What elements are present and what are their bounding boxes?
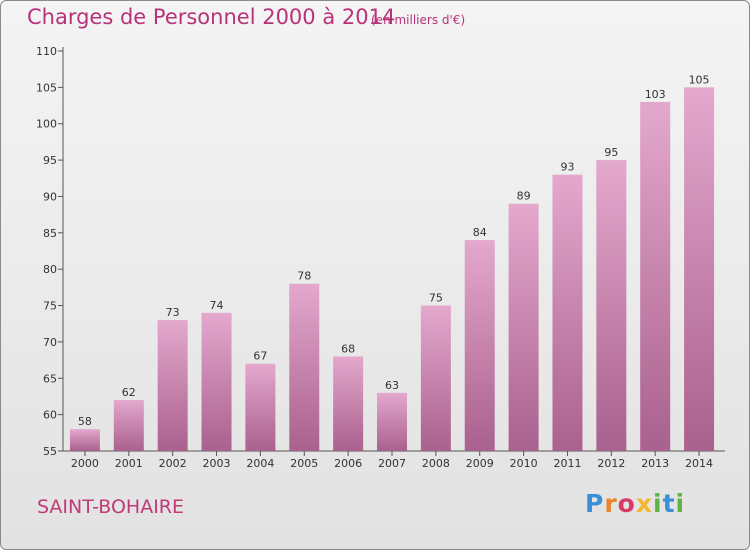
y-tick-label: 105 — [36, 81, 57, 94]
y-tick-label: 55 — [43, 445, 57, 458]
x-tick-label: 2014 — [685, 457, 713, 470]
x-tick-label: 2001 — [115, 457, 143, 470]
x-tick-label: 2005 — [290, 457, 318, 470]
bar — [113, 400, 144, 451]
chart-title: Charges de Personnel 2000 à 2014 — [27, 5, 396, 29]
bar-value-label: 63 — [385, 379, 399, 392]
x-tick-label: 2007 — [378, 457, 406, 470]
bar-value-label: 105 — [689, 73, 710, 86]
x-tick-label: 2012 — [597, 457, 625, 470]
chart-subtitle: (en milliers d'€) — [371, 13, 466, 27]
y-tick-label: 95 — [43, 154, 57, 167]
proxiti-logo[interactable]: Proxiti — [585, 489, 686, 518]
x-tick-label: 2000 — [71, 457, 99, 470]
bar-value-label: 73 — [166, 306, 180, 319]
bar — [552, 174, 583, 452]
bar-value-label: 89 — [517, 190, 531, 203]
bar-value-label: 78 — [297, 270, 311, 283]
bar — [245, 363, 276, 451]
y-tick-label: 110 — [36, 45, 57, 58]
place-name: SAINT-BOHAIRE — [37, 496, 185, 518]
bar — [69, 429, 100, 451]
bar — [464, 240, 495, 451]
y-tick-label: 75 — [43, 300, 57, 313]
bar — [508, 203, 539, 451]
y-tick-label: 90 — [43, 190, 57, 203]
y-tick-label: 85 — [43, 227, 57, 240]
bar-value-label: 75 — [429, 292, 443, 305]
bar-value-label: 58 — [78, 415, 92, 428]
bar — [157, 320, 188, 451]
bar — [289, 283, 320, 451]
bar-value-label: 74 — [210, 299, 224, 312]
x-tick-label: 2011 — [553, 457, 581, 470]
bar — [640, 101, 671, 451]
x-tick-label: 2013 — [641, 457, 669, 470]
bar — [684, 87, 715, 451]
x-tick-label: 2004 — [246, 457, 274, 470]
bar — [596, 160, 627, 451]
bar — [377, 392, 407, 451]
bar-value-label: 93 — [560, 161, 574, 174]
bar — [420, 305, 451, 451]
bar-value-label: 67 — [253, 350, 267, 363]
x-tick-label: 2008 — [422, 457, 450, 470]
y-tick-label: 65 — [43, 372, 57, 385]
y-tick-label: 100 — [36, 118, 57, 131]
x-tick-label: 2002 — [159, 457, 187, 470]
x-tick-label: 2003 — [203, 457, 231, 470]
y-tick-label: 70 — [43, 336, 57, 349]
bar-value-label: 95 — [604, 146, 618, 159]
bar-value-label: 103 — [645, 88, 666, 101]
x-tick-label: 2009 — [466, 457, 494, 470]
bar-value-label: 84 — [473, 226, 487, 239]
x-tick-label: 2010 — [510, 457, 538, 470]
bar-value-label: 62 — [122, 386, 136, 399]
y-tick-label: 60 — [43, 409, 57, 422]
y-tick-label: 80 — [43, 263, 57, 276]
x-tick-label: 2006 — [334, 457, 362, 470]
bar — [201, 312, 232, 451]
bar — [333, 356, 364, 451]
bar-value-label: 68 — [341, 342, 355, 355]
